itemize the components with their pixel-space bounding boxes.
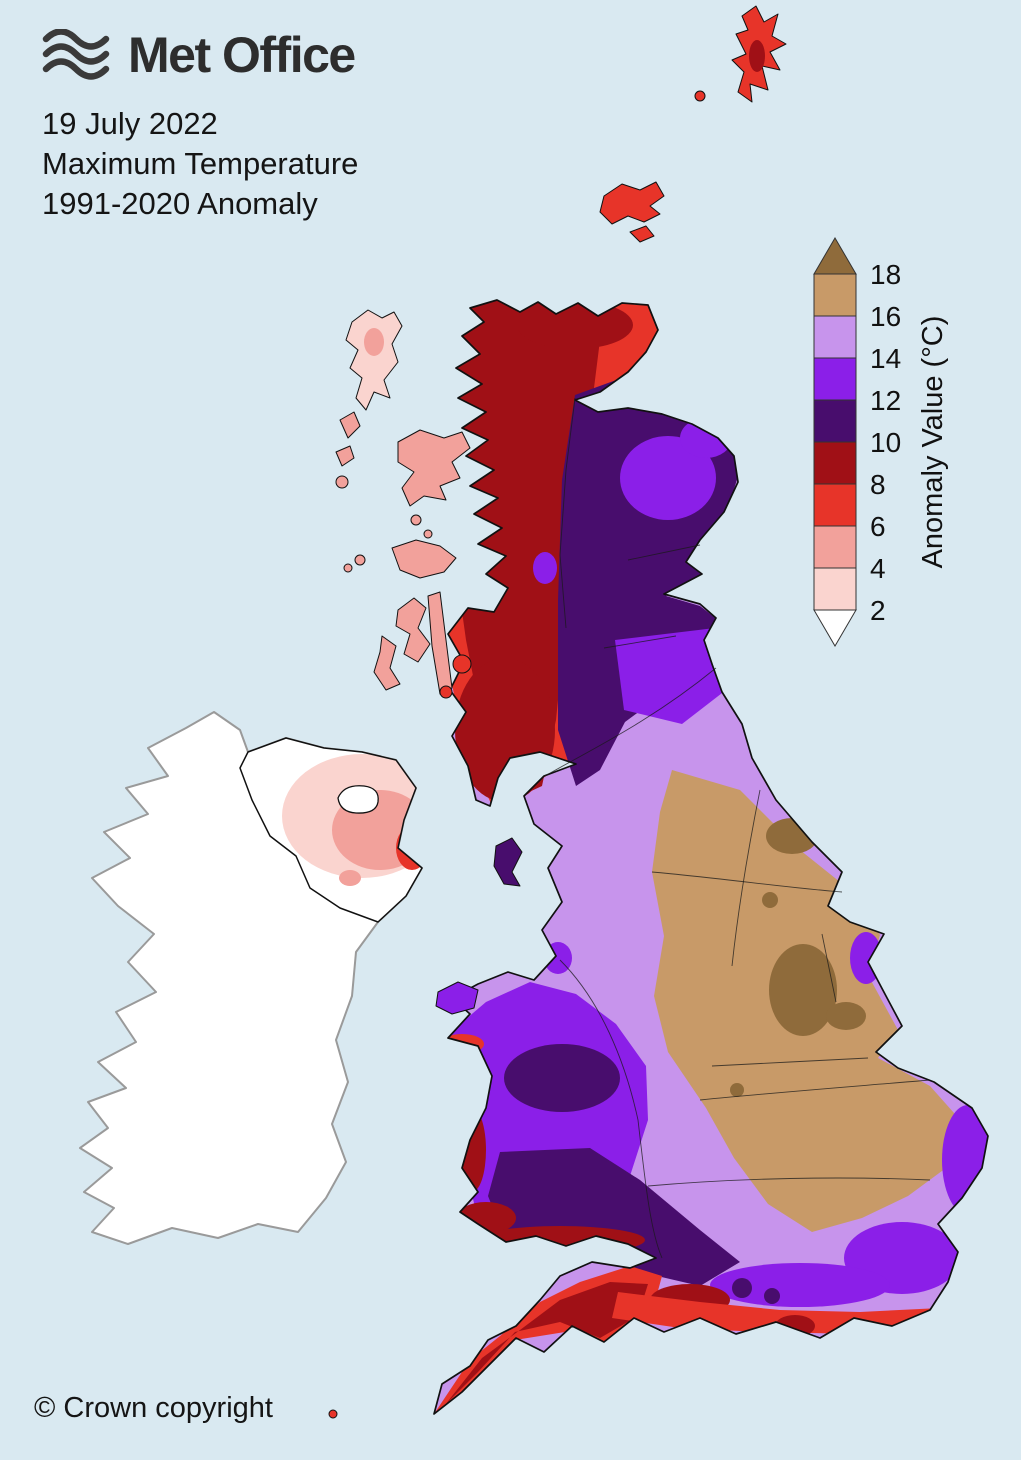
kintyre bbox=[427, 591, 453, 695]
map-region bbox=[445, 1282, 648, 1405]
map-region bbox=[517, 301, 633, 349]
map-region bbox=[942, 1105, 988, 1215]
isle-of-man bbox=[493, 837, 523, 887]
legend-segment bbox=[813, 567, 857, 611]
legend-segment bbox=[813, 315, 857, 359]
map-region bbox=[343, 563, 353, 573]
map-region bbox=[680, 418, 732, 458]
islands bbox=[328, 5, 787, 1419]
legend-segment bbox=[813, 441, 857, 485]
map-region bbox=[504, 1044, 620, 1112]
map-region bbox=[410, 514, 422, 526]
internal-borders bbox=[544, 397, 931, 1259]
map-region bbox=[620, 436, 716, 520]
legend-tick-label: 6 bbox=[870, 511, 886, 542]
legend-tick-label: 18 bbox=[870, 259, 901, 290]
map-region bbox=[710, 1263, 890, 1307]
anglesey bbox=[435, 981, 479, 1015]
great-britain-regions bbox=[434, 300, 988, 1414]
map-region bbox=[423, 529, 433, 539]
map-region bbox=[475, 1226, 645, 1254]
legend-colorbar: 18 16 14 12 10 8 6 4 2 Anomaly Value (°C) bbox=[813, 237, 949, 647]
legend-segment bbox=[813, 357, 857, 401]
legend-tick-label: 12 bbox=[870, 385, 901, 416]
map-region bbox=[850, 932, 882, 984]
map-region bbox=[694, 90, 706, 102]
ireland bbox=[79, 711, 423, 1245]
map-region bbox=[732, 1278, 752, 1298]
legend-tick-label: 8 bbox=[870, 469, 886, 500]
map-title: Maximum Temperature bbox=[42, 146, 359, 181]
map-region bbox=[458, 1108, 486, 1192]
mull bbox=[391, 539, 457, 579]
map-region bbox=[439, 685, 453, 699]
legend-segment bbox=[813, 273, 857, 317]
map-region bbox=[766, 818, 818, 854]
map-region bbox=[533, 552, 557, 584]
northern-ireland-border bbox=[239, 737, 423, 923]
legend-tick-label: 14 bbox=[870, 343, 901, 374]
islay bbox=[373, 635, 401, 691]
map-region bbox=[440, 1034, 484, 1054]
legend-title: Anomaly Value (°C) bbox=[917, 316, 949, 569]
outer-hebrides bbox=[335, 445, 355, 467]
map-region bbox=[354, 554, 366, 566]
legend-segment bbox=[813, 483, 857, 527]
map-region bbox=[762, 892, 778, 908]
map-date: 19 July 2022 bbox=[42, 106, 218, 141]
map-region bbox=[339, 870, 361, 886]
lough-neagh bbox=[337, 785, 379, 814]
outer-hebrides bbox=[335, 475, 349, 489]
jura bbox=[395, 597, 431, 663]
orkney bbox=[629, 225, 655, 243]
legend-tick-label: 4 bbox=[870, 553, 886, 584]
legend-arrow-down bbox=[813, 609, 857, 647]
map-region bbox=[749, 40, 765, 72]
map-region bbox=[488, 1148, 740, 1286]
met-office-logo-text: Met Office bbox=[128, 27, 356, 83]
legend-tick-label: 2 bbox=[870, 595, 886, 626]
met-office-waves-icon bbox=[42, 29, 112, 81]
legend: 18 16 14 12 10 8 6 4 2 Anomaly Value (°C) bbox=[796, 228, 976, 703]
map-region bbox=[826, 1002, 866, 1030]
legend-arrow-up bbox=[813, 237, 857, 275]
legend-segment bbox=[813, 399, 857, 443]
map-region bbox=[730, 1083, 744, 1097]
outer-hebrides bbox=[345, 309, 403, 411]
legend-tick-label: 16 bbox=[870, 301, 901, 332]
great-britain-coastline bbox=[433, 299, 989, 1415]
legend-segment bbox=[813, 525, 857, 569]
outer-hebrides bbox=[339, 411, 361, 439]
orkney bbox=[599, 181, 665, 225]
map-region bbox=[544, 942, 572, 974]
legend-tick-label: 10 bbox=[870, 427, 901, 458]
copyright-notice: © Crown copyright bbox=[34, 1392, 273, 1424]
map-region bbox=[615, 628, 726, 724]
arran bbox=[452, 654, 472, 674]
map-region bbox=[769, 944, 837, 1036]
map-subtitle: 1991-2020 Anomaly bbox=[42, 186, 318, 221]
map-region bbox=[364, 328, 384, 356]
header: Met Office 19 July 2022 Maximum Temperat… bbox=[42, 26, 358, 224]
met-office-logo: Met Office bbox=[42, 26, 358, 84]
scilly bbox=[328, 1409, 338, 1419]
skye bbox=[397, 429, 471, 507]
map-region bbox=[764, 1288, 780, 1304]
